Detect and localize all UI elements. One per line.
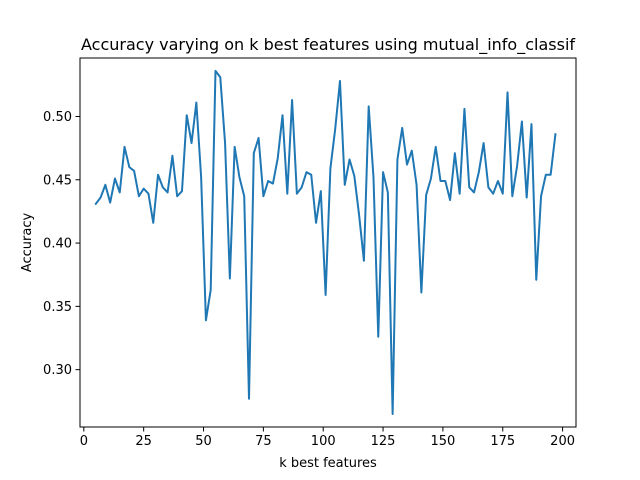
x-axis: 0 25 50 75 100 125 150 175 200 <box>80 427 575 449</box>
x-tick-label: 50 <box>195 434 212 449</box>
y-axis-label: Accuracy <box>20 213 35 273</box>
chart-title: Accuracy varying on k best features usin… <box>81 35 575 55</box>
x-tick-label: 125 <box>371 434 396 449</box>
y-tick-label: 0.30 <box>43 363 72 378</box>
x-tick-label: 0 <box>80 434 88 449</box>
y-tick-label: 0.35 <box>43 300 72 315</box>
y-tick-label: 0.40 <box>43 237 72 252</box>
x-tick-label: 75 <box>255 434 272 449</box>
y-tick-label: 0.50 <box>43 110 72 125</box>
x-tick-label: 150 <box>430 434 455 449</box>
x-axis-label: k best features <box>279 456 377 471</box>
x-tick-label: 25 <box>135 434 152 449</box>
series-line-0 <box>94 69 557 415</box>
y-tick-label: 0.45 <box>43 173 72 188</box>
plot-area <box>94 69 557 415</box>
x-tick-label: 175 <box>490 434 515 449</box>
x-tick-label: 100 <box>311 434 336 449</box>
axes-frame <box>79 57 577 428</box>
x-tick-label: 200 <box>550 434 575 449</box>
y-axis: 0.30 0.35 0.40 0.45 0.50 <box>43 110 80 378</box>
